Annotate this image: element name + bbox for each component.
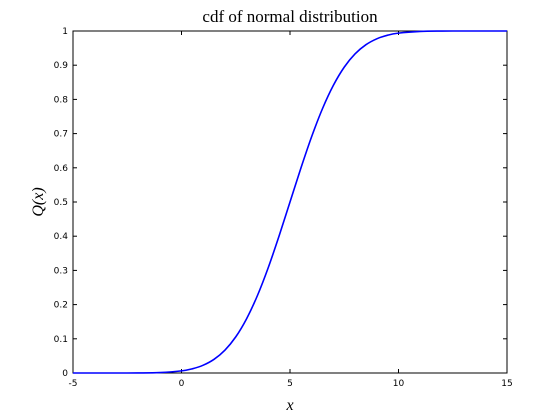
x-tick-label: 5 — [287, 379, 293, 389]
x-tick-label: 15 — [501, 379, 512, 389]
x-tick-label: -5 — [69, 379, 78, 389]
y-tick-label: 0.9 — [54, 61, 69, 71]
y-tick-label: 0 — [62, 369, 68, 379]
y-tick-label: 0.5 — [54, 198, 68, 208]
y-tick-label: 0.7 — [54, 130, 68, 140]
y-tick-label: 0.8 — [54, 95, 69, 105]
y-tick-label: 0.4 — [54, 232, 69, 242]
y-tick-label: 0.3 — [54, 266, 68, 276]
chart-title: cdf of normal distribution — [202, 7, 378, 26]
y-tick-label: 1 — [62, 27, 68, 37]
x-axis-label: x — [285, 397, 293, 414]
x-tick-label: 0 — [179, 379, 185, 389]
cdf-curve — [73, 30, 507, 374]
y-tick-label: 0.6 — [54, 164, 69, 174]
x-tick-label: 10 — [393, 379, 405, 389]
y-tick-label: 0.1 — [54, 335, 68, 345]
y-axis-label: Q(x) — [30, 187, 47, 216]
y-tick-label: 0.2 — [54, 301, 68, 311]
